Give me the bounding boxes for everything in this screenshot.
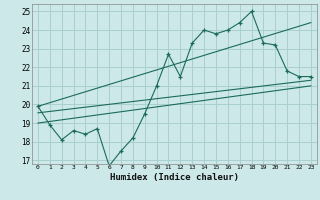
- X-axis label: Humidex (Indice chaleur): Humidex (Indice chaleur): [110, 173, 239, 182]
